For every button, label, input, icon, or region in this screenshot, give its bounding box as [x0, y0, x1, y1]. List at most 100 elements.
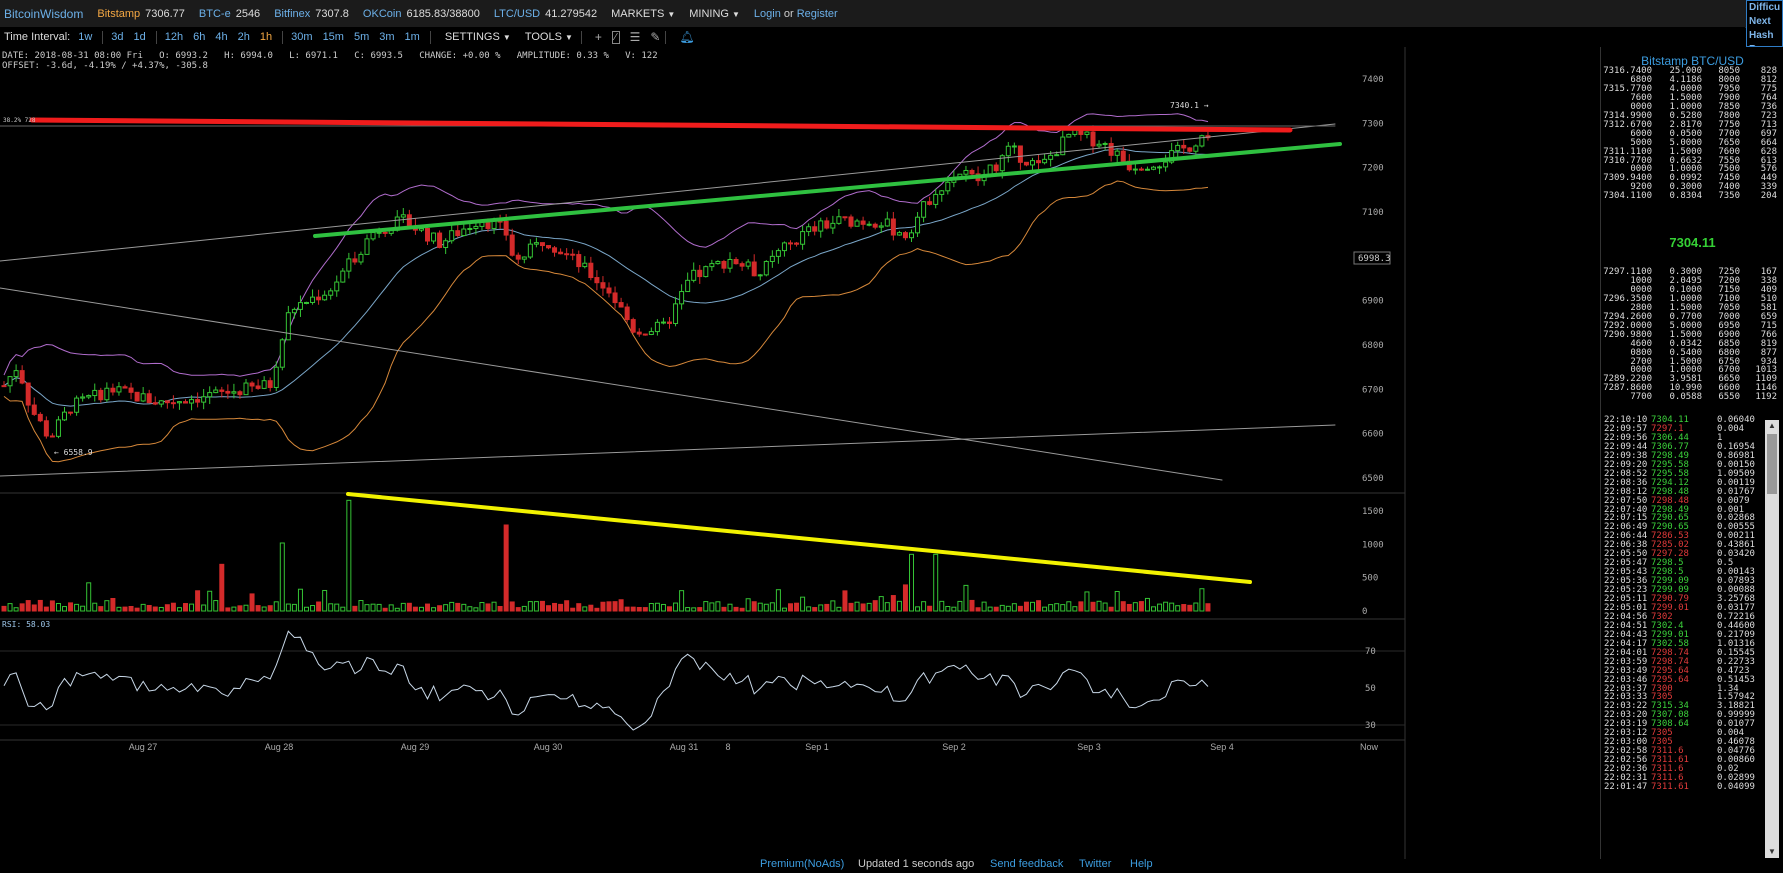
candle-body [745, 261, 751, 267]
volume-bar [43, 606, 49, 612]
orderbook-ask-row[interactable]: 7316.7400 25.000 8050 828 [1603, 66, 1777, 76]
bell-icon[interactable]: 🔔︎ [679, 30, 695, 44]
volume-bar [1078, 601, 1084, 612]
tools-menu[interactable]: TOOLS ▼ [524, 31, 573, 43]
candle-body [872, 223, 878, 228]
orderbook-ask-row[interactable]: 5000 5.0000 7650 664 [1630, 137, 1777, 148]
pen-tool-icon[interactable]: ✎ [650, 30, 661, 44]
volume-bar [1048, 604, 1054, 612]
orderbook-title: Bitstamp BTC/USD [1641, 54, 1744, 68]
orderbook-bid-row[interactable]: 7297.1100 0.3000 7250 167 [1603, 267, 1777, 277]
orderbook-ask-row[interactable]: 7311.1100 1.5000 7600 628 [1603, 146, 1777, 157]
volume-bar [1120, 601, 1126, 612]
orderbook-bid-row[interactable]: 7287.8600 10.990 6600 1146 [1603, 383, 1777, 394]
market-btce[interactable]: BTC-e 2546 [198, 7, 261, 20]
orderbook-ask-row[interactable]: 7310.7700 0.6632 7550 613 [1603, 155, 1777, 166]
candle-body [176, 401, 182, 404]
orderbook-ask-row[interactable]: 6000 0.0500 7700 697 [1630, 128, 1777, 139]
volume-bar [122, 606, 128, 612]
candle-body [1114, 150, 1120, 156]
candle-body [999, 155, 1005, 172]
orderbook-ask-row[interactable]: 6800 4.1186 8000 812 [1630, 74, 1777, 85]
brand-logo[interactable]: BitcoinWisdom [4, 6, 84, 21]
interval-12h[interactable]: 12h [164, 31, 184, 43]
orderbook-bid-row[interactable]: 0000 0.1000 7150 409 [1630, 284, 1777, 295]
premium-link[interactable]: Premium(NoAds) [760, 859, 845, 870]
scroll-down-icon[interactable]: ▼ [1768, 847, 1776, 856]
help-link[interactable]: Help [1130, 859, 1153, 870]
interval-1d[interactable]: 1d [133, 31, 146, 43]
scroll-thumb[interactable] [1767, 434, 1777, 494]
register-link[interactable]: Register [796, 7, 838, 20]
interval-3d[interactable]: 3d [111, 31, 124, 43]
market-ltcusd[interactable]: LTC/USD 41.279542 [493, 7, 598, 20]
mining-menu[interactable]: MINING ▼ [689, 7, 740, 20]
trades-scrollbar[interactable]: ▲ ▼ [1765, 420, 1779, 858]
x-axis-label: Sep 1 [805, 742, 829, 752]
orderbook-ask-row[interactable]: 7304.1100 0.8304 7350 204 [1603, 191, 1777, 202]
candle-body [183, 401, 188, 404]
candle-body [679, 291, 685, 305]
orderbook-bid-row[interactable]: 2800 1.5000 7050 581 [1630, 302, 1777, 313]
line-tool-icon[interactable]: ⁄ [611, 30, 620, 44]
interval-5m[interactable]: 5m [353, 31, 370, 43]
login-link[interactable]: Login [753, 7, 781, 20]
orderbook-bid-row[interactable]: 7296.3500 1.0000 7100 510 [1603, 293, 1777, 304]
orderbook-bid-row[interactable]: 7700 0.0588 6550 1192 [1630, 392, 1777, 403]
orderbook-bid-row[interactable]: 1000 2.0495 7200 338 [1630, 275, 1777, 286]
feedback-link[interactable]: Send feedback [990, 859, 1064, 870]
interval-1h[interactable]: 1h [259, 31, 273, 43]
interval-1m[interactable]: 1m [404, 31, 420, 43]
market-bitstamp[interactable]: Bitstamp 7306.77 [97, 7, 185, 20]
market-bitfinex[interactable]: Bitfinex 7307.8 [274, 7, 349, 20]
orderbook-bid-row[interactable]: 7292.0000 5.0000 6950 715 [1603, 320, 1777, 331]
settings-menu[interactable]: SETTINGS ▼ [444, 31, 511, 43]
fib-lines-icon[interactable]: ☰ [629, 30, 641, 44]
orderbook-ask-row[interactable]: 0000 1.0000 7500 576 [1630, 164, 1777, 175]
markets-menu[interactable]: MARKETS ▼ [611, 7, 676, 20]
interval-4h[interactable]: 4h [215, 31, 228, 43]
volume-bar [800, 596, 806, 612]
drawn-trendlines[interactable] [0, 117, 1342, 584]
orderbook-bid-row[interactable]: 7294.2600 0.7700 7000 659 [1603, 311, 1777, 322]
orderbook-bid-row[interactable]: 4600 0.0342 6850 819 [1630, 338, 1777, 349]
interval-2h[interactable]: 2h [237, 31, 250, 43]
interval-6h[interactable]: 6h [193, 31, 206, 43]
volume-bar [394, 607, 400, 612]
volume-bar [1066, 601, 1072, 612]
candle-info: DATE: 2018-08-31 08:00 Fri O: 6993.2 H: … [2, 51, 658, 71]
orderbook-ask-row[interactable]: 7315.7700 4.0000 7950 775 [1603, 83, 1777, 94]
orderbook-ask-row[interactable]: 7314.9900 0.5280 7800 723 [1603, 110, 1777, 121]
candle-body [1187, 147, 1193, 152]
candle-body [896, 232, 902, 236]
interval-30m[interactable]: 30m [291, 31, 313, 43]
orderbook-ask-row[interactable]: 7309.9400 0.0992 7450 449 [1603, 173, 1777, 184]
interval-15m[interactable]: 15m [322, 31, 344, 43]
candle-body [37, 413, 43, 422]
orderbook-bid-row[interactable]: 0000 1.0000 6700 1013 [1630, 365, 1777, 376]
orderbook-bid-row[interactable]: 0800 0.5400 6800 877 [1630, 347, 1777, 358]
orderbook-ask-row[interactable]: 0000 1.0000 7850 736 [1630, 101, 1777, 112]
candle-body [400, 214, 406, 218]
orderbook-ask-row[interactable]: 7600 1.5000 7900 764 [1630, 92, 1777, 103]
candle-body [1084, 131, 1090, 135]
scroll-up-icon[interactable]: ▲ [1768, 421, 1776, 430]
interval-3m[interactable]: 3m [379, 31, 395, 43]
volume-bar [830, 600, 836, 612]
trade-row: 22:06:44 7286.53 0.00211 [1604, 531, 1755, 542]
market-okcoin[interactable]: OKCoin 6185.83/38800 [362, 7, 480, 20]
candle-body [285, 312, 291, 341]
price-chart[interactable]: 7400730072007100700069006800670066006500… [0, 47, 1600, 859]
orderbook-bid-row[interactable]: 7289.2200 3.9581 6650 1109 [1603, 374, 1777, 385]
twitter-link[interactable]: Twitter [1079, 859, 1112, 870]
interval-1w[interactable]: 1w [78, 31, 93, 43]
volume-bar [1181, 604, 1187, 612]
difficulty-box[interactable]: Difficu Next Hash R [1746, 0, 1783, 47]
orderbook-bid-row[interactable]: 7290.9800 1.5000 6900 766 [1603, 329, 1777, 340]
orderbook-ask-row[interactable]: 7312.6700 2.8170 7750 713 [1603, 119, 1777, 130]
candle-body [104, 387, 110, 401]
trade-row: 22:08:12 7298.48 0.01767 [1604, 486, 1755, 497]
orderbook-ask-row[interactable]: 9200 0.3000 7400 339 [1630, 182, 1777, 193]
orderbook-bid-row[interactable]: 2700 1.5000 6750 934 [1630, 356, 1777, 367]
crosshair-icon[interactable]: + [594, 30, 602, 44]
